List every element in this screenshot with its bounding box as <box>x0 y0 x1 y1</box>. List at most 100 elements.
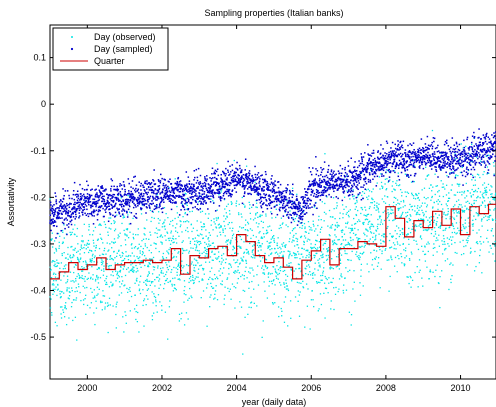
data-point <box>227 203 229 205</box>
data-point <box>217 190 219 192</box>
data-point <box>150 258 152 261</box>
data-point <box>293 201 296 203</box>
data-point <box>117 209 119 211</box>
data-point <box>53 221 55 223</box>
data-point <box>67 210 70 212</box>
data-point <box>432 247 435 250</box>
data-point <box>170 271 172 273</box>
data-point <box>430 184 432 186</box>
data-point <box>176 182 179 184</box>
data-point <box>295 203 297 206</box>
data-point <box>451 274 453 277</box>
data-point <box>221 257 223 259</box>
data-point <box>455 157 457 160</box>
data-point <box>282 255 285 258</box>
data-point <box>240 257 242 259</box>
data-point <box>390 255 392 257</box>
data-point <box>168 248 170 251</box>
data-point <box>387 209 389 211</box>
data-point <box>284 197 286 200</box>
data-point <box>315 168 317 170</box>
data-point <box>373 207 375 209</box>
data-point <box>471 143 473 146</box>
data-point <box>196 203 199 206</box>
data-point <box>143 186 145 189</box>
data-point <box>152 191 155 194</box>
data-point <box>55 195 57 198</box>
data-point <box>213 246 216 248</box>
data-point <box>266 182 269 185</box>
data-point <box>204 176 206 178</box>
data-point <box>207 245 209 248</box>
data-point <box>269 225 271 227</box>
data-point <box>167 253 170 255</box>
data-point <box>358 160 360 162</box>
data-point <box>56 217 58 220</box>
data-point <box>367 213 370 215</box>
data-point <box>143 227 145 229</box>
data-point <box>101 259 103 261</box>
data-point <box>223 173 226 175</box>
data-point <box>384 183 386 185</box>
data-point <box>401 195 403 197</box>
data-point <box>357 209 359 212</box>
data-point <box>108 193 110 196</box>
data-point <box>154 279 156 281</box>
data-point <box>336 221 338 224</box>
data-point <box>206 255 209 257</box>
data-point <box>161 241 163 244</box>
data-point <box>258 176 260 178</box>
data-point <box>291 254 293 257</box>
data-point <box>157 189 159 192</box>
data-point <box>221 280 223 282</box>
data-point <box>297 244 299 246</box>
data-point <box>231 164 234 166</box>
data-point <box>278 272 281 275</box>
data-point <box>398 257 400 260</box>
data-point <box>55 286 57 288</box>
data-point <box>371 191 373 193</box>
data-point <box>434 233 437 235</box>
data-point <box>355 206 357 208</box>
data-point <box>256 189 258 191</box>
data-point <box>346 178 349 181</box>
data-point <box>348 216 350 218</box>
data-point <box>281 192 284 195</box>
data-point <box>228 290 230 293</box>
data-point <box>101 186 103 189</box>
data-point <box>387 212 389 214</box>
data-point <box>70 219 73 221</box>
data-point <box>174 249 176 251</box>
data-point <box>316 282 318 284</box>
data-point <box>177 176 180 179</box>
data-point <box>244 185 246 187</box>
data-point <box>194 270 196 272</box>
data-point <box>424 229 426 231</box>
data-point <box>320 218 322 221</box>
data-point <box>163 187 166 189</box>
data-point <box>288 197 290 199</box>
data-point <box>267 276 270 278</box>
data-point <box>298 220 300 223</box>
data-point <box>99 277 102 279</box>
data-point <box>190 187 192 189</box>
data-point <box>150 260 152 262</box>
data-point <box>288 202 290 204</box>
data-point <box>205 196 207 198</box>
data-point <box>435 224 438 226</box>
data-point <box>240 170 242 172</box>
data-point <box>358 182 360 184</box>
data-point <box>184 285 186 288</box>
data-point <box>51 312 53 314</box>
data-point <box>427 229 429 231</box>
data-point <box>159 301 161 303</box>
data-point <box>325 287 328 290</box>
data-point <box>267 273 269 275</box>
data-point <box>93 289 95 291</box>
data-point <box>350 259 352 262</box>
data-point <box>260 220 263 223</box>
data-point <box>228 190 230 192</box>
data-point <box>93 198 96 201</box>
data-point <box>116 214 118 216</box>
data-point <box>261 189 263 192</box>
